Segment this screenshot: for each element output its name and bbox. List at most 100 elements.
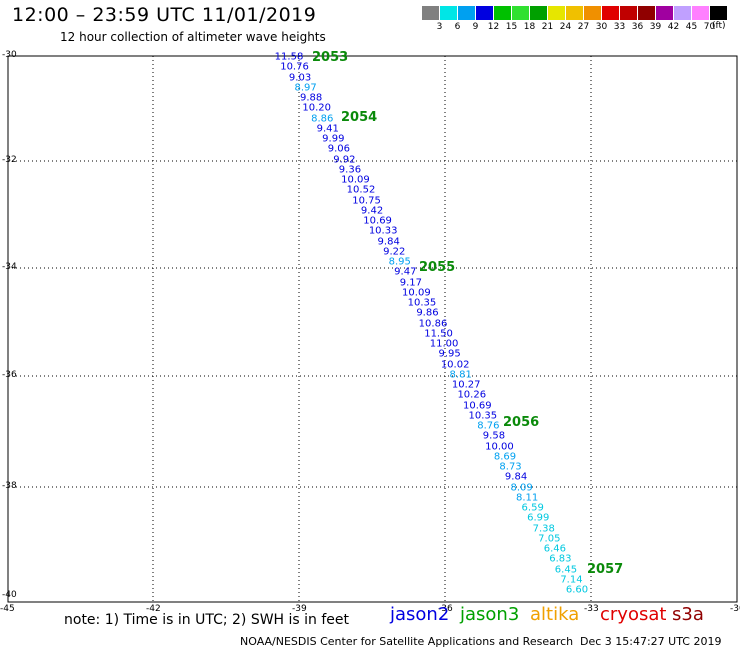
pass-number-label: 2055 bbox=[419, 260, 456, 275]
swh-value: 10.00 bbox=[485, 441, 514, 452]
swh-value: 7.05 bbox=[538, 533, 561, 545]
swh-value: 10.35 bbox=[468, 410, 498, 422]
swh-value: 9.84 bbox=[377, 236, 400, 247]
satellite-legend-item: altika bbox=[530, 604, 580, 625]
scale-swatch bbox=[422, 6, 439, 20]
swh-value: 9.42 bbox=[360, 205, 384, 217]
swh-value: 9.17 bbox=[399, 277, 422, 288]
scale-swatch bbox=[674, 6, 691, 20]
swh-value: 10.09 bbox=[341, 174, 370, 186]
pass-number-label: 2056 bbox=[503, 415, 540, 430]
swh-value: 9.84 bbox=[504, 471, 528, 483]
swh-value: 10.09 bbox=[402, 287, 431, 299]
swh-value: 10.75 bbox=[352, 195, 381, 206]
swh-value: 6.99 bbox=[527, 512, 550, 524]
pass-number-label: 2054 bbox=[341, 110, 378, 125]
swh-value: 8.76 bbox=[477, 420, 500, 432]
lat-tick-label: -40 bbox=[2, 590, 17, 600]
pass-number-label: 2057 bbox=[587, 562, 624, 577]
lat-tick-label: -30 bbox=[2, 50, 17, 60]
scale-swatch bbox=[548, 6, 565, 20]
lon-tick-label: -45 bbox=[0, 604, 15, 614]
scale-unit: (ft) bbox=[712, 21, 726, 31]
scale-swatch bbox=[458, 6, 475, 20]
satellite-legend-item: jason2 bbox=[390, 604, 450, 625]
scale-swatch bbox=[656, 6, 673, 20]
lon-tick-label: -39 bbox=[292, 604, 307, 614]
swh-value: 10.86 bbox=[418, 318, 448, 329]
footer-credit: NOAA/NESDIS Center for Satellite Applica… bbox=[240, 635, 574, 648]
swh-value: 11.58 bbox=[274, 51, 304, 63]
scale-swatch bbox=[494, 6, 511, 20]
page-title: 12:00 – 23:59 UTC 11/01/2019 bbox=[12, 4, 317, 26]
swh-value: 10.02 bbox=[440, 359, 470, 370]
scale-swatch bbox=[566, 6, 583, 20]
swh-value: 10.69 bbox=[363, 215, 392, 227]
scale-label: 24 bbox=[559, 22, 572, 32]
swh-value: 10.76 bbox=[280, 61, 309, 73]
swh-value: 6.45 bbox=[554, 564, 578, 575]
swh-value: 9.86 bbox=[416, 307, 439, 319]
swh-value: 9.88 bbox=[300, 92, 323, 104]
swh-value: 8.09 bbox=[510, 482, 533, 493]
swh-value: 9.58 bbox=[482, 430, 506, 442]
scale-label: 27 bbox=[577, 22, 590, 32]
lon-tick-label: -42 bbox=[146, 604, 161, 614]
lon-tick-label: -36 bbox=[438, 604, 453, 614]
swh-value: 10.26 bbox=[457, 389, 487, 401]
satellite-legend-item: jason3 bbox=[460, 604, 520, 625]
scale-label: 42 bbox=[667, 22, 680, 32]
scale-label: 3 bbox=[436, 22, 443, 32]
swh-value: 6.46 bbox=[543, 543, 566, 555]
swh-value: 10.33 bbox=[368, 225, 398, 237]
swh-value: 9.95 bbox=[438, 348, 461, 360]
pass-number-label: 2053 bbox=[312, 50, 349, 65]
swh-value: 10.69 bbox=[462, 400, 492, 411]
swh-value: 10.35 bbox=[407, 297, 437, 309]
swh-value: 8.81 bbox=[449, 369, 472, 381]
scale-swatch bbox=[602, 6, 619, 20]
scale-swatch bbox=[476, 6, 493, 20]
scale-label: 6 bbox=[454, 22, 461, 32]
swh-value: 8.86 bbox=[311, 113, 334, 124]
lat-tick-label: -32 bbox=[2, 155, 17, 165]
scale-swatch bbox=[638, 6, 655, 20]
swh-value: 6.83 bbox=[549, 553, 572, 565]
swh-value: 9.03 bbox=[288, 72, 312, 83]
footer-date: Dec 3 15:47:27 UTC 2019 bbox=[580, 635, 722, 648]
swh-value: 6.59 bbox=[521, 502, 544, 514]
swh-value: 6.60 bbox=[565, 584, 589, 596]
swh-value: 8.95 bbox=[388, 256, 411, 268]
scale-swatch bbox=[530, 6, 547, 20]
footer-note: note: 1) Time is in UTC; 2) SWH is in fe… bbox=[64, 612, 350, 628]
scale-label: 21 bbox=[541, 22, 554, 32]
scale-label: 9 bbox=[472, 22, 479, 32]
scale-swatch bbox=[512, 6, 529, 20]
scale-swatch bbox=[440, 6, 457, 20]
swh-value: 9.36 bbox=[338, 164, 362, 176]
swh-value: 10.27 bbox=[451, 379, 481, 391]
swh-value: 9.41 bbox=[316, 123, 339, 135]
swh-value: 9.06 bbox=[327, 143, 350, 155]
lat-tick-label: -34 bbox=[2, 262, 17, 272]
swh-value: 8.97 bbox=[294, 82, 317, 94]
scale-label: 30 bbox=[595, 22, 608, 32]
satellite-legend-item: cryosat bbox=[600, 604, 667, 625]
swh-value: 9.99 bbox=[322, 133, 345, 145]
scale-label: 70 bbox=[703, 22, 716, 32]
scale-swatch bbox=[584, 6, 601, 20]
swh-value: 11.50 bbox=[424, 328, 453, 340]
scale-label: 33 bbox=[613, 22, 626, 32]
scale-label: 39 bbox=[649, 22, 662, 32]
swh-value: 7.38 bbox=[532, 523, 555, 534]
swh-value: 8.69 bbox=[493, 451, 517, 463]
lon-tick-label: -30 bbox=[730, 604, 740, 614]
page-subtitle: 12 hour collection of altimeter wave hei… bbox=[60, 30, 326, 44]
lat-tick-label: -36 bbox=[2, 370, 17, 380]
scale-swatch bbox=[710, 6, 727, 20]
swh-value: 11.00 bbox=[429, 338, 459, 350]
scale-swatch bbox=[692, 6, 709, 20]
lon-tick-label: -33 bbox=[584, 604, 599, 614]
swh-value: 8.11 bbox=[516, 492, 539, 504]
